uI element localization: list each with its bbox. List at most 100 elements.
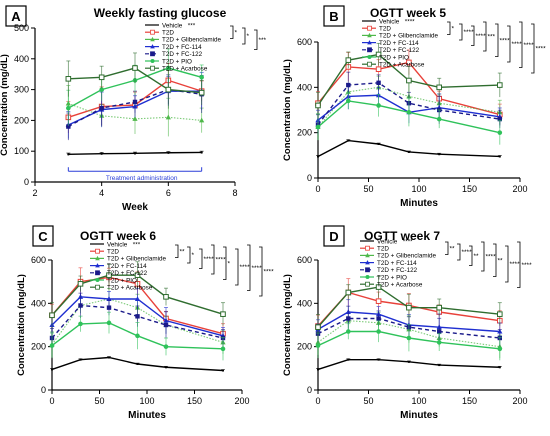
legend-label: T2D + Glibenclamide [377, 253, 436, 260]
data-point [376, 80, 381, 85]
significance-brackets: ***** [230, 25, 267, 50]
legend-label: T2D + FC-122 [379, 47, 420, 54]
y-axis-label: Concentration (mg/dL) [0, 54, 10, 156]
data-point [135, 333, 140, 339]
bracket-stat: ** [450, 245, 456, 252]
legend-label: T2D + Glibenclamide [379, 33, 438, 40]
series-t2d-pio [315, 92, 503, 145]
legend-label: T2D + Acarbose [377, 282, 423, 289]
series-line [317, 82, 500, 126]
bracket-stat: **** [476, 33, 487, 40]
legend-stat: *** [188, 22, 196, 29]
series-line [51, 304, 224, 339]
bracket-stat: **** [216, 257, 227, 264]
bracket-stat: **** [512, 41, 523, 48]
x-tick-label: 50 [363, 396, 373, 406]
data-point [407, 150, 410, 153]
y-tick-label: 0 [24, 177, 29, 187]
data-point [315, 343, 321, 348]
bracket [211, 244, 215, 275]
x-tick-label: 50 [94, 396, 104, 406]
chart-title: OGTT week 7 [364, 229, 440, 243]
data-point [436, 340, 442, 345]
x-tick-label: 0 [49, 396, 54, 406]
bracket-stat: *** [259, 37, 267, 44]
y-tick-label: 400 [31, 298, 46, 308]
data-point [406, 59, 412, 66]
series-t2d-acarbose [65, 52, 205, 109]
series-line [317, 358, 500, 371]
data-point [222, 369, 224, 372]
y-tick-label: 0 [307, 173, 312, 183]
panel-badge [323, 5, 345, 27]
legend-marker [150, 51, 155, 57]
data-point [315, 102, 321, 109]
chart-title: Weekly fasting glucose [94, 6, 227, 20]
legend-marker [150, 36, 155, 42]
legend-label: T2D + FC-122 [162, 51, 203, 58]
data-point [346, 329, 351, 334]
data-point [163, 344, 169, 349]
bracket [445, 241, 449, 255]
series-line [51, 356, 224, 372]
legend-marker [365, 252, 370, 258]
legend-marker [150, 65, 155, 71]
chart-panel-d: D OGTT week 7 0 50 100 150 200 0 200 400 600 Minute… [282, 225, 532, 421]
data-point [135, 314, 140, 319]
data-point [346, 316, 351, 321]
data-point [346, 82, 351, 88]
legend-label: T2D + FC-114 [377, 260, 417, 267]
legend-label: T2D + Glibenclamide [107, 256, 166, 263]
bracket [481, 241, 485, 272]
legend-label: T2D [162, 30, 174, 37]
data-point [199, 117, 205, 123]
x-tick-label: 4 [99, 188, 104, 198]
data-point [406, 335, 412, 341]
legend-label: T2D + FC-114 [107, 263, 147, 270]
bracket [187, 246, 191, 264]
bracket-stat: **** [462, 249, 473, 256]
series-line [317, 311, 500, 333]
bracket [230, 25, 234, 39]
legend-label: T2D + Acarbose [379, 62, 425, 69]
x-tick-label: 200 [512, 184, 527, 194]
legend-marker [95, 278, 100, 282]
bracket-stat: * [452, 25, 455, 32]
bracket [517, 241, 521, 288]
data-point [165, 114, 171, 120]
y-tick-label: 100 [14, 146, 29, 156]
data-point [200, 151, 203, 154]
y-tick-label: 600 [297, 37, 312, 47]
series-vehicle [66, 150, 204, 156]
legend-label: T2D + PIO [162, 58, 192, 65]
data-point [67, 153, 70, 156]
series-line [317, 61, 500, 116]
legend-label: T2D [107, 249, 119, 256]
bracket-stat: **** [500, 37, 511, 44]
data-point [498, 155, 501, 158]
legend-marker [367, 55, 372, 59]
x-tick-label: 100 [411, 184, 426, 194]
y-tick-label: 300 [14, 85, 29, 95]
legend-marker [367, 47, 372, 53]
y-axis-label: Concentration (mg/dL) [282, 274, 293, 376]
significance-brackets: ********* *********** ******** [447, 21, 546, 74]
bracket-stat: * [228, 260, 231, 267]
bracket [495, 23, 499, 57]
bracket [259, 246, 263, 297]
series-line [51, 296, 224, 337]
legend-label: T2D + FC-122 [107, 270, 148, 277]
legend-stat: **** [405, 18, 415, 25]
x-tick-label: 0 [315, 184, 320, 194]
legend-marker [95, 263, 100, 268]
y-tick-label: 400 [297, 82, 312, 92]
data-point [376, 103, 381, 108]
data-point [134, 152, 136, 155]
data-point [377, 143, 380, 145]
data-point [98, 74, 105, 81]
significance-brackets: ******* ********* ******** [175, 244, 274, 297]
panel-letter: A [11, 9, 21, 24]
data-point [345, 289, 352, 296]
legend-marker [95, 255, 100, 261]
